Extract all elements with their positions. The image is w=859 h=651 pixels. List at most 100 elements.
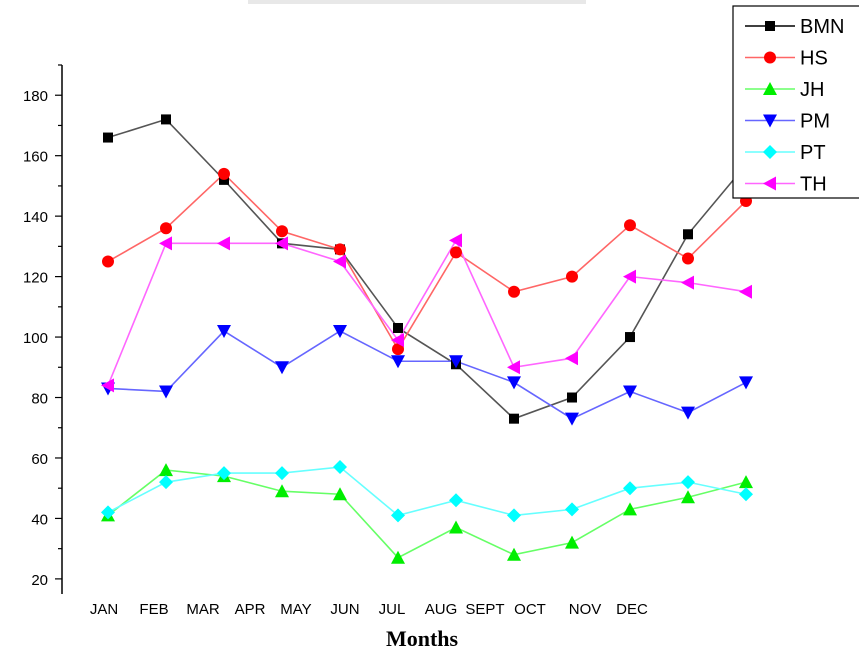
data-point-hs bbox=[624, 219, 636, 232]
data-point-jh bbox=[507, 547, 521, 561]
x-tick-label: JAN bbox=[90, 601, 118, 618]
legend-marker-pt bbox=[763, 145, 777, 159]
x-tick-label: AUG bbox=[425, 601, 458, 618]
y-tick-label: 20 bbox=[31, 572, 48, 589]
legend-label-pt: PT bbox=[800, 142, 826, 164]
data-point-pm bbox=[391, 355, 405, 369]
data-point-pm bbox=[275, 361, 289, 375]
series-line-pt bbox=[107, 466, 747, 517]
data-point-bmn bbox=[219, 174, 229, 185]
data-point-hs bbox=[450, 246, 462, 259]
legend-label-bmn: BMN bbox=[800, 16, 844, 38]
data-point-hs bbox=[218, 167, 230, 180]
series-line-jh bbox=[107, 469, 747, 559]
legend: BMN HS JH PM PT TH bbox=[732, 5, 859, 199]
x-tick-label: SEPT bbox=[465, 601, 504, 618]
data-point-pt bbox=[333, 460, 347, 475]
series-markers bbox=[101, 114, 753, 564]
data-point-pt bbox=[159, 475, 173, 490]
legend-label-pm: PM bbox=[800, 111, 830, 133]
data-point-th bbox=[565, 351, 578, 366]
data-point-bmn bbox=[103, 132, 113, 143]
data-point-bmn bbox=[393, 322, 403, 333]
x-tick-label: JUL bbox=[379, 601, 406, 618]
data-point-pm bbox=[623, 385, 637, 399]
legend-label-hs: HS bbox=[800, 48, 828, 70]
data-point-bmn bbox=[509, 413, 519, 424]
series-line-bmn bbox=[107, 118, 747, 420]
legend-marker-hs bbox=[764, 51, 776, 64]
data-point-jh bbox=[681, 490, 695, 504]
y-tick-label: 120 bbox=[23, 270, 48, 287]
data-point-th bbox=[623, 269, 636, 284]
x-tick-label: FEB bbox=[139, 601, 168, 618]
data-point-hs bbox=[392, 343, 404, 356]
data-point-hs bbox=[160, 222, 172, 235]
data-point-bmn bbox=[161, 114, 171, 125]
data-point-th bbox=[391, 333, 404, 348]
x-tick-label: APR bbox=[235, 601, 266, 618]
x-axis-title: Months bbox=[386, 626, 459, 651]
data-point-jh bbox=[159, 463, 173, 477]
legend-marker-jh bbox=[763, 82, 777, 95]
data-point-hs bbox=[102, 255, 114, 268]
data-point-pm bbox=[333, 325, 347, 339]
data-point-pm bbox=[507, 376, 521, 390]
legend-marker-bmn bbox=[765, 21, 775, 31]
x-tick-label: NOV bbox=[569, 601, 602, 618]
data-point-th bbox=[333, 254, 346, 269]
data-point-pt bbox=[507, 508, 521, 523]
data-point-bmn bbox=[625, 332, 635, 343]
data-point-th bbox=[681, 275, 694, 290]
data-point-jh bbox=[391, 550, 405, 564]
x-tick-label: JUN bbox=[330, 601, 359, 618]
data-point-hs bbox=[566, 270, 578, 283]
data-point-jh bbox=[739, 475, 753, 489]
header-frame bbox=[248, 0, 586, 4]
x-tick-label: MAY bbox=[280, 601, 311, 618]
series-lines bbox=[107, 118, 747, 559]
data-point-pm bbox=[217, 325, 231, 339]
data-point-th bbox=[101, 378, 114, 393]
x-tick-label: MAR bbox=[186, 601, 220, 618]
data-point-pt bbox=[217, 466, 231, 481]
data-point-th bbox=[217, 236, 230, 251]
data-point-jh bbox=[333, 487, 347, 501]
data-point-th bbox=[275, 236, 288, 251]
data-point-pt bbox=[739, 487, 753, 502]
data-point-hs bbox=[508, 285, 520, 298]
x-tick-labels: JAN FEB MAR APR MAY JUN JUL AUG SEPT OCT NOV DEC bbox=[90, 601, 648, 618]
data-point-pm bbox=[739, 376, 753, 390]
legend-box bbox=[732, 5, 859, 199]
data-point-hs bbox=[334, 243, 346, 256]
data-point-pt bbox=[565, 502, 579, 517]
series-line-th bbox=[107, 238, 747, 386]
y-tick-label: 180 bbox=[23, 88, 48, 105]
y-tick-label: 40 bbox=[31, 511, 48, 528]
legend-marker-th bbox=[763, 176, 776, 191]
data-point-jh bbox=[275, 484, 289, 498]
x-tick-label: DEC bbox=[616, 601, 648, 618]
data-point-pt bbox=[391, 508, 405, 523]
series-line-hs bbox=[107, 172, 747, 351]
data-point-jh bbox=[623, 502, 637, 516]
data-point-hs bbox=[682, 252, 694, 265]
data-point-pm bbox=[681, 406, 695, 420]
data-point-hs bbox=[276, 225, 288, 238]
y-tick-labels: 20 40 60 80 100 120 140 160 180 bbox=[23, 88, 48, 589]
data-point-bmn bbox=[683, 229, 693, 240]
y-tick-label: 80 bbox=[31, 391, 48, 408]
data-point-pm bbox=[565, 412, 579, 426]
data-point-bmn bbox=[567, 392, 577, 403]
data-point-pm bbox=[159, 385, 173, 399]
data-point-th bbox=[739, 284, 752, 299]
series-line-pm bbox=[107, 329, 747, 420]
data-point-th bbox=[449, 233, 462, 248]
data-point-pt bbox=[101, 505, 115, 520]
data-point-pt bbox=[623, 481, 637, 496]
data-point-pm bbox=[449, 355, 463, 369]
legend-label-jh: JH bbox=[800, 79, 824, 101]
legend-marker-pm bbox=[763, 114, 777, 128]
data-point-pt bbox=[681, 475, 695, 490]
